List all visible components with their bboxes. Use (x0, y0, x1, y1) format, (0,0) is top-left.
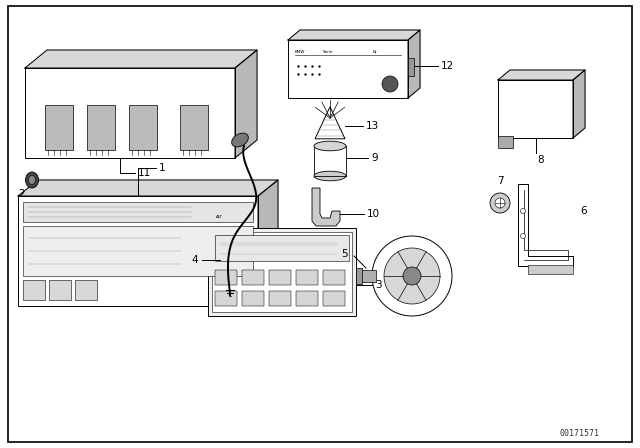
Bar (180, 105, 208, 150)
Ellipse shape (314, 171, 346, 181)
Polygon shape (498, 70, 585, 80)
Circle shape (520, 208, 525, 214)
Bar (498, 136, 513, 148)
Bar (269, 270, 291, 285)
Text: 00171571: 00171571 (560, 429, 600, 438)
Ellipse shape (232, 133, 248, 147)
Bar (23, 280, 45, 300)
Bar (296, 270, 318, 285)
Bar (314, 146, 346, 176)
Text: BMW: BMW (295, 50, 305, 54)
Text: 12: 12 (441, 61, 454, 71)
Text: 1: 1 (159, 163, 166, 173)
Circle shape (403, 267, 421, 285)
Bar (23, 202, 253, 222)
Polygon shape (288, 30, 420, 40)
Bar (358, 270, 376, 282)
Bar (498, 80, 573, 138)
Text: 7: 7 (497, 176, 503, 186)
Bar (23, 226, 253, 276)
Bar (25, 68, 235, 158)
Polygon shape (18, 180, 278, 196)
Ellipse shape (29, 176, 35, 185)
Bar (323, 291, 345, 306)
Polygon shape (258, 180, 278, 306)
Circle shape (495, 198, 505, 208)
Ellipse shape (314, 141, 346, 151)
Polygon shape (25, 50, 257, 68)
Polygon shape (518, 184, 573, 266)
Text: 5: 5 (341, 249, 348, 259)
Bar (296, 291, 318, 306)
Bar (356, 268, 362, 284)
Text: 8: 8 (538, 155, 544, 165)
Circle shape (490, 193, 510, 213)
Text: Nr: Nr (373, 50, 378, 54)
Bar (212, 232, 352, 312)
Polygon shape (235, 50, 257, 158)
Bar (49, 280, 71, 300)
Text: 4: 4 (191, 255, 198, 265)
Polygon shape (315, 107, 345, 139)
Circle shape (372, 236, 452, 316)
Bar (269, 291, 291, 306)
Text: 10: 10 (367, 209, 380, 219)
Bar (87, 105, 115, 150)
Text: 11: 11 (138, 168, 151, 178)
Bar (288, 40, 408, 98)
Bar (528, 265, 573, 274)
Text: Serie: Serie (323, 50, 333, 54)
Ellipse shape (26, 172, 38, 188)
Circle shape (382, 76, 398, 92)
Bar (323, 270, 345, 285)
Bar (242, 270, 264, 285)
Bar (75, 280, 97, 300)
Circle shape (384, 248, 440, 304)
Bar (215, 270, 237, 285)
Bar (129, 105, 157, 150)
Text: 3: 3 (375, 280, 381, 290)
Bar (242, 291, 264, 306)
Bar (215, 291, 237, 306)
Bar (18, 196, 258, 306)
Bar (208, 228, 356, 316)
Text: ALT: ALT (216, 215, 223, 219)
Polygon shape (408, 30, 420, 98)
Text: 13: 13 (366, 121, 380, 131)
Text: 2: 2 (19, 189, 26, 199)
Polygon shape (312, 188, 340, 226)
Bar (45, 105, 73, 150)
Bar (215, 235, 349, 261)
Text: 6: 6 (580, 206, 587, 216)
Circle shape (520, 233, 525, 238)
Text: 9: 9 (371, 153, 378, 163)
Bar (408, 58, 414, 76)
Polygon shape (573, 70, 585, 138)
